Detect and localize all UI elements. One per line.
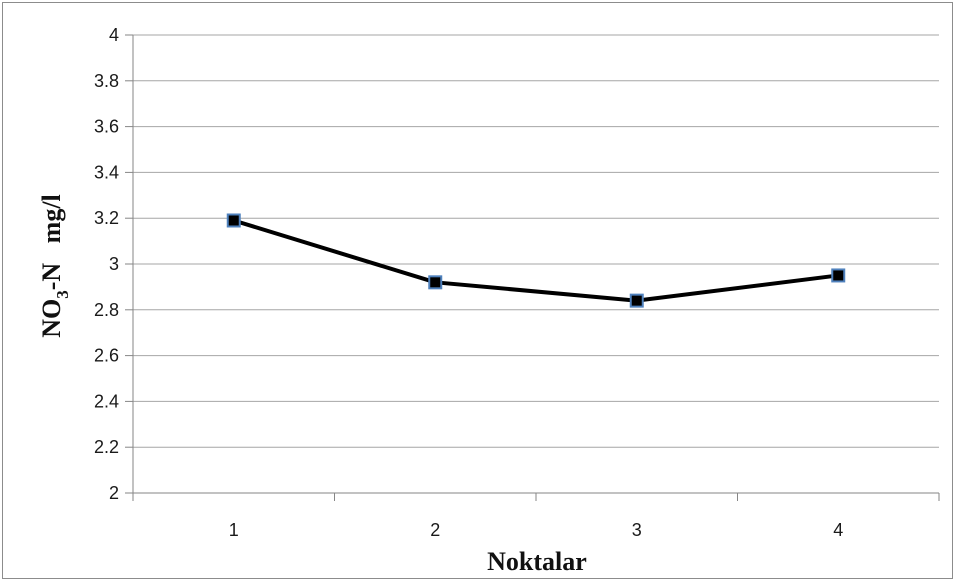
series-line (233, 218, 839, 303)
y-tick-label: 2.4 (94, 391, 119, 411)
y-tick-label: 4 (109, 25, 119, 45)
y-axis-title: NO3-N mg/l (37, 194, 72, 338)
y-axis-title-tail: -N mg/l (37, 194, 66, 290)
data-point-marker (226, 213, 241, 228)
x-tick-label: 4 (833, 520, 843, 540)
x-tick-label: 1 (229, 520, 239, 540)
axes (125, 34, 940, 501)
y-tick-label: 3.2 (94, 208, 119, 228)
y-tick-label: 3.6 (94, 117, 119, 137)
data-point-marker (428, 275, 443, 290)
y-axis-title-main: NO (37, 299, 66, 338)
x-tick-label: 2 (430, 520, 440, 540)
y-tick-label: 2.2 (94, 437, 119, 457)
data-point-marker (831, 268, 846, 283)
y-tick-label: 3.4 (94, 162, 119, 182)
x-tick-labels: 1 2 3 4 (229, 520, 844, 540)
series-group (226, 213, 846, 308)
y-tick-label: 2 (109, 483, 119, 503)
y-tick-label: 2.8 (94, 300, 119, 320)
data-point-marker (629, 293, 644, 308)
x-axis-title: Noktalar (487, 547, 587, 576)
y-tick-labels: 2 2.2 2.4 2.6 2.8 3 3.2 3.4 3.6 3.8 4 (94, 25, 119, 503)
y-tick-label: 3.8 (94, 71, 119, 91)
y-axis-title-subscript: 3 (53, 290, 72, 299)
y-tick-label: 2.6 (94, 346, 119, 366)
gridlines (133, 34, 939, 448)
y-tick-label: 3 (109, 254, 119, 274)
x-tick-label: 3 (632, 520, 642, 540)
